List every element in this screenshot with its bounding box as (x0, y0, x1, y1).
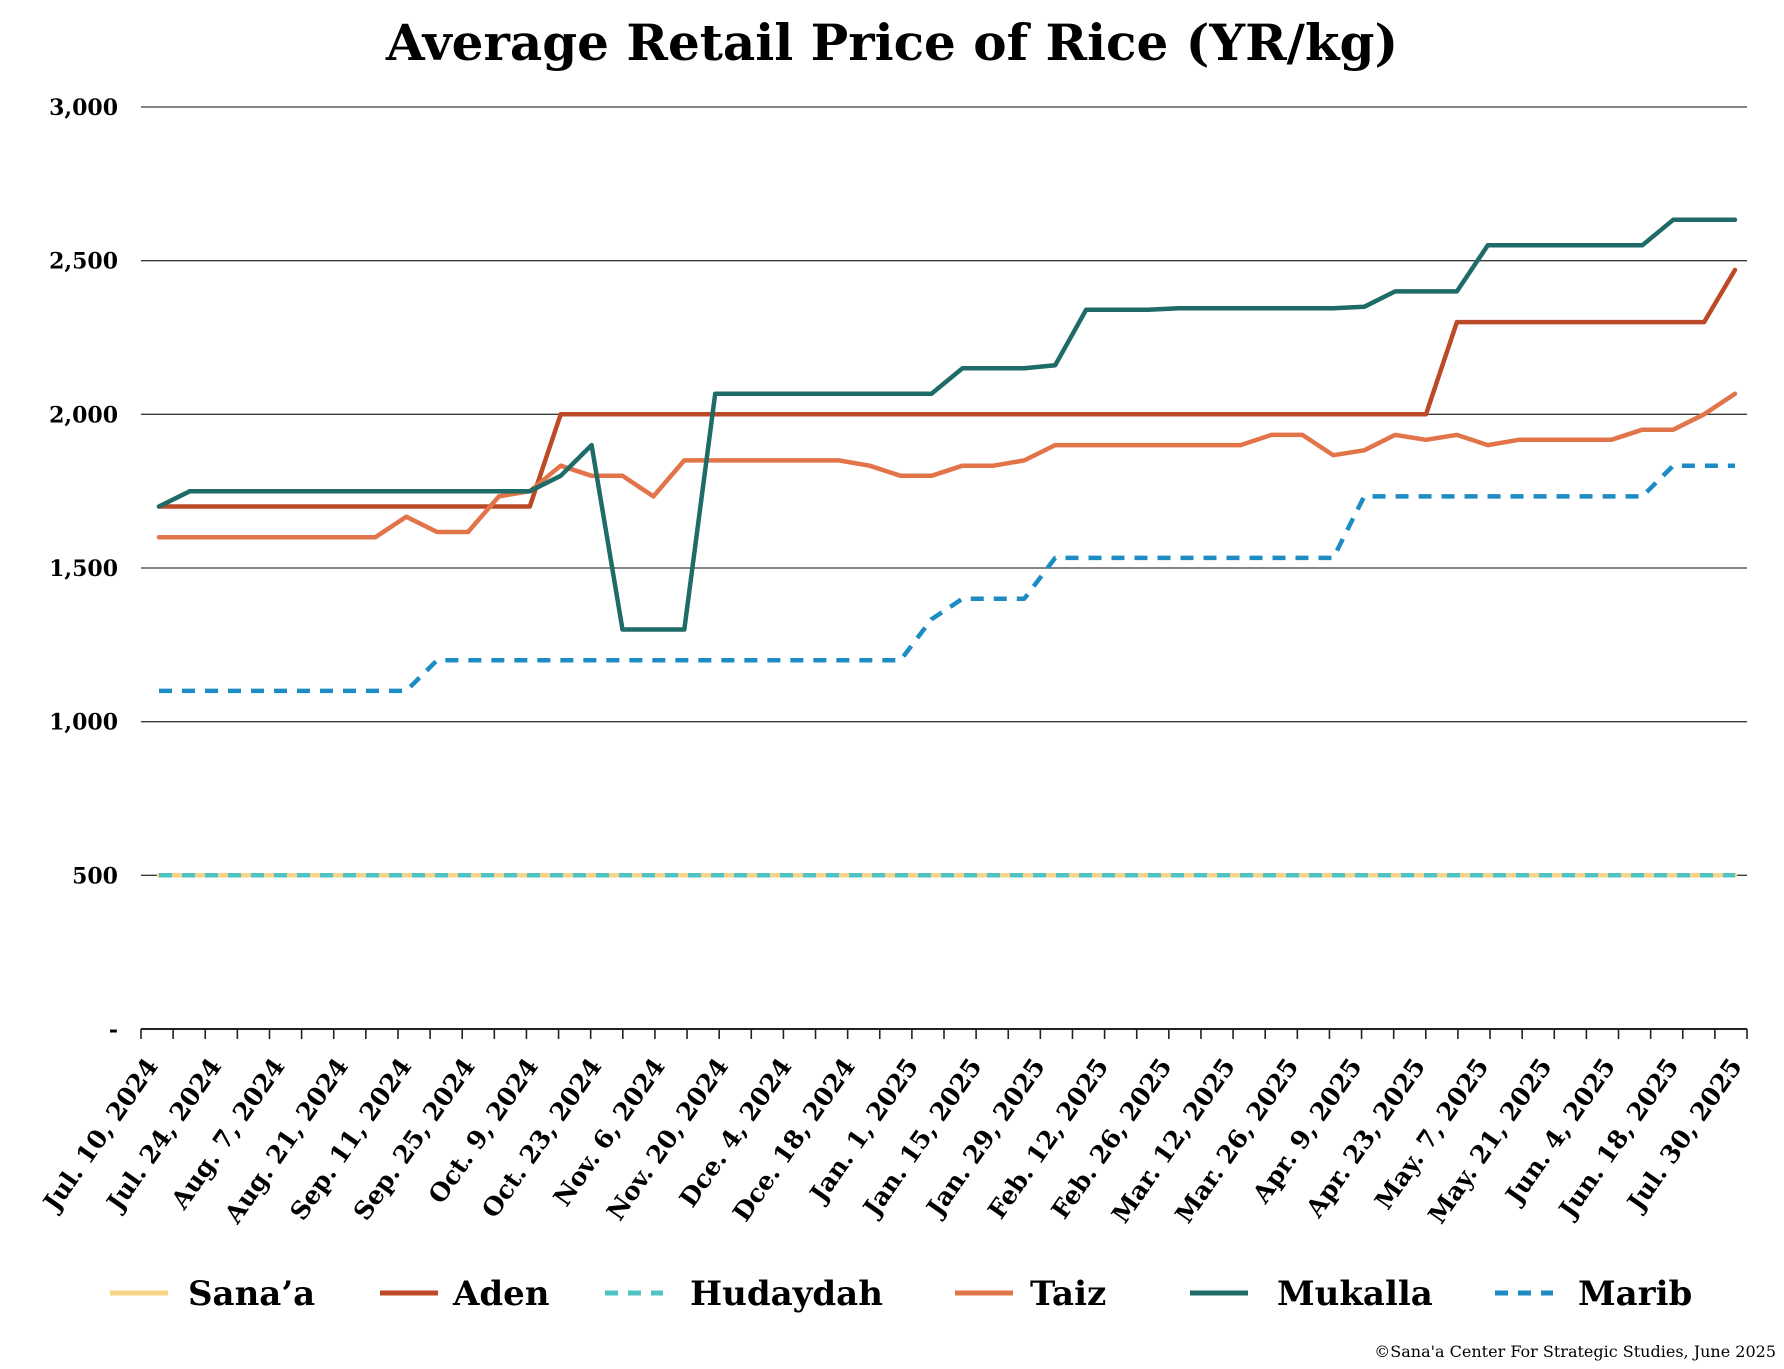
chart-title: Average Retail Price of Rice (YR/kg) (385, 13, 1398, 72)
y-tick-label: 3,000 (49, 95, 118, 121)
series-line-taiz (156, 391, 1738, 540)
legend-label: Taiz (1030, 1274, 1106, 1314)
legend-label: Mukalla (1277, 1274, 1433, 1314)
series-line-mukalla (156, 217, 1738, 632)
legend-label: Sana’a (188, 1274, 315, 1314)
y-tick-label: 500 (72, 863, 118, 889)
legend: Sana’a Aden Hudaydah Taiz Mukalla Marib (110, 1274, 1692, 1314)
y-tick-label: 2,500 (49, 249, 118, 275)
y-axis-ticks: - 500 1,000 1,500 2,000 2,500 3,000 (49, 95, 118, 1043)
y-tick-label: - (109, 1017, 118, 1043)
legend-label: Marib (1578, 1274, 1692, 1314)
y-tick-label: 2,000 (49, 402, 118, 428)
x-tick-label: May. 7, 2025 (1369, 1053, 1494, 1215)
x-tick-label: Dce. 4, 2024 (674, 1053, 798, 1213)
series-line-marib (159, 463, 1735, 694)
x-tick-label: Jul. 30, 2025 (1621, 1053, 1748, 1218)
legend-label: Hudaydah (690, 1274, 883, 1314)
y-tick-label: 1,500 (49, 556, 118, 582)
series-lines (156, 217, 1738, 878)
credit-text: ©Sana'a Center For Strategic Studies, Ju… (1374, 1342, 1776, 1361)
x-tick-label: Aug. 7, 2024 (165, 1053, 291, 1215)
series-line-aden (156, 267, 1738, 509)
legend-label: Aden (452, 1274, 550, 1314)
y-tick-label: 1,000 (49, 710, 118, 736)
